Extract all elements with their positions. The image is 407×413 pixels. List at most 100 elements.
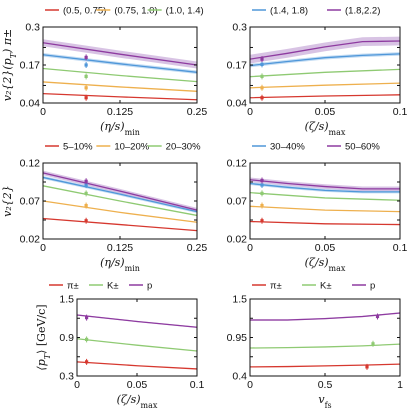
series-line: [42, 67, 198, 83]
series-line: [42, 217, 198, 232]
data-point: [260, 62, 264, 67]
panel-p1: (0.5, 0.75) (0.75, 1.0) (1.0, 1.4) 0 0.125 0.…: [1, 6, 207, 137]
data-point: [85, 316, 89, 320]
legend-label: (1.8,2.2): [345, 6, 380, 17]
y-tick-label: 0.3: [59, 371, 74, 383]
y-tick-label: 0.04: [20, 98, 41, 110]
data-point: [84, 96, 88, 100]
y-tick-label: 0.12: [20, 158, 41, 170]
data-point: [84, 219, 88, 223]
data-point: [260, 219, 264, 223]
y-tick-label: 1.5: [232, 294, 247, 306]
y-tick-label: 0.9: [59, 332, 74, 344]
x-tick-label: 0.125: [107, 106, 133, 118]
data-point: [371, 342, 375, 346]
y-tick-label: 0.12: [227, 158, 248, 170]
y-tick-label: 0.95: [227, 332, 248, 344]
y-tick-label: 0.07: [20, 196, 41, 208]
panel-p3: 5–10% 10–20% 20–30% 0 0.125 0.25 0.02 0.07 0.12 (…: [1, 142, 207, 273]
series-line: [249, 53, 401, 67]
legend-label: (1.4, 1.8): [270, 6, 308, 17]
data-point: [84, 203, 88, 208]
x-tick-label: 0: [40, 242, 46, 254]
legend-label: (0.75, 1.0): [114, 6, 157, 17]
y-tick-label: 0.02: [20, 234, 41, 246]
x-tick-label: 0.05: [315, 242, 336, 254]
series-line: [42, 81, 198, 92]
series-line: [76, 314, 198, 328]
plot-frame: [249, 162, 401, 240]
series-line: [42, 54, 198, 73]
x-tick-label: 0.1: [393, 106, 407, 118]
y-axis-label: ⟨pT⟩ [GeV/c]: [35, 304, 52, 370]
data-point: [84, 63, 88, 67]
x-tick-label: 0: [40, 106, 46, 118]
data-point: [260, 57, 264, 61]
data-point: [85, 337, 89, 342]
x-tick-label: 0.25: [187, 242, 208, 254]
series-line: [249, 205, 401, 213]
y-axis-label: v₂{2}: [1, 185, 14, 217]
x-tick-label: 0.125: [107, 242, 133, 254]
uncertainty-band: [250, 177, 400, 192]
data-point: [84, 179, 88, 183]
data-point: [84, 74, 88, 78]
legend-label: p: [147, 281, 152, 292]
x-axis-label: (ζ/s)max: [117, 393, 158, 410]
data-point: [260, 183, 264, 187]
y-tick-label: 0.4: [232, 371, 247, 383]
x-tick-label: 1: [397, 379, 403, 391]
data-point: [84, 191, 88, 195]
legend-label: 30–40%: [270, 142, 305, 153]
x-axis-label: vfs: [318, 393, 331, 410]
data-point: [375, 314, 380, 319]
panel-p5: π± K± p 0 0.05 0.1 0.3 0.9 1.5 (ζ/s)max ⟨pT⟩ [GeV/…: [35, 281, 204, 410]
legend-label: 20–30%: [166, 142, 201, 153]
x-tick-label: 0.5: [318, 379, 333, 391]
series-line: [249, 40, 401, 60]
legend-label: π±: [270, 281, 282, 292]
data-point: [260, 74, 264, 78]
series-line: [76, 338, 198, 352]
series-line: [42, 93, 198, 101]
legend-label: (1.0, 1.4): [166, 6, 204, 17]
series-line: [249, 343, 401, 349]
series-line: [42, 172, 198, 211]
series-line: [42, 42, 198, 66]
data-point: [365, 365, 369, 369]
y-tick-label: 0.3: [25, 22, 40, 34]
series-line: [249, 179, 400, 190]
x-tick-label: 0: [247, 106, 253, 118]
panel-p6: π± K± p 0 0.5 1 0.4 0.95 1.5 vfs: [227, 281, 404, 410]
y-tick-label: 0.07: [227, 196, 248, 208]
legend-label: K±: [320, 281, 332, 292]
data-point: [84, 86, 88, 90]
x-tick-label: 0: [247, 379, 253, 391]
panel-p2: (1.4, 1.8) (1.8,2.2) 0 0.05 0.1 0.04 0.17 0.3 (ζ…: [227, 6, 407, 137]
data-point: [260, 191, 264, 195]
series-line: [76, 361, 198, 370]
x-tick-label: 0.05: [127, 379, 148, 391]
series-line: [249, 191, 401, 201]
panel-p4: 30–40% 50–60% 0 0.05 0.1 0.02 0.07 0.12 (ζ/s)max: [227, 142, 407, 273]
data-point: [260, 96, 264, 100]
data-point: [260, 203, 264, 208]
series-line: [250, 312, 401, 321]
series-line: [249, 220, 401, 226]
x-tick-label: 0: [247, 242, 253, 254]
y-tick-label: 0.17: [227, 60, 248, 72]
legend-label: 10–20%: [114, 142, 149, 153]
x-axis-label: (η/s)min: [100, 120, 140, 137]
y-axis-label: v₂{2}(pT) π±: [1, 29, 18, 102]
x-tick-label: 0.25: [187, 106, 208, 118]
x-tick-label: 0.05: [315, 106, 336, 118]
uncertainty-band: [250, 36, 400, 64]
legend-label: 50–60%: [345, 142, 380, 153]
series-line: [249, 94, 401, 99]
legend-label: p: [370, 281, 375, 292]
legend-label: K±: [107, 281, 119, 292]
data-point: [260, 86, 264, 90]
y-tick-label: 0.02: [227, 234, 248, 246]
data-point: [84, 55, 88, 59]
